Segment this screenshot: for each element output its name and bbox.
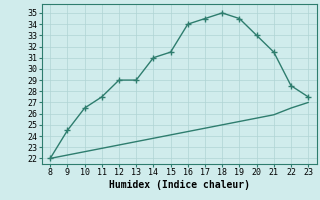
X-axis label: Humidex (Indice chaleur): Humidex (Indice chaleur) <box>109 180 250 190</box>
